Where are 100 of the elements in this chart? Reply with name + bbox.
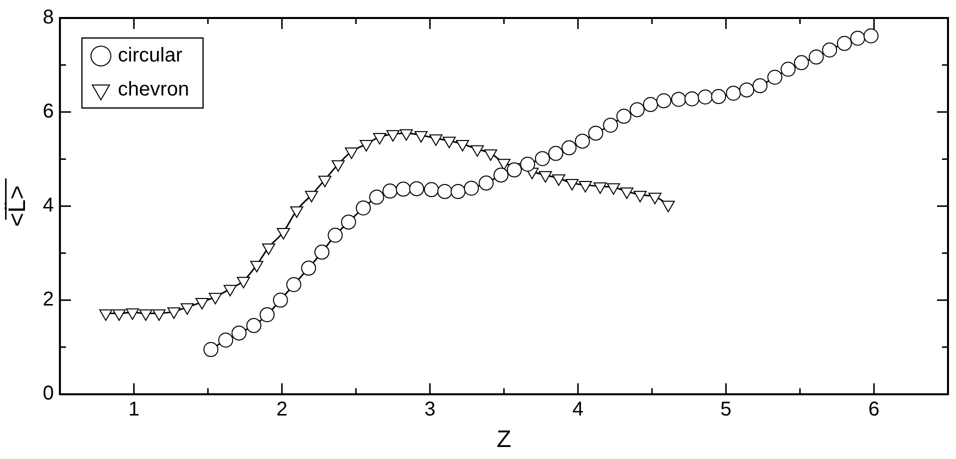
x-tick-label: 6 <box>868 398 880 421</box>
point <box>318 176 332 188</box>
point <box>112 309 126 321</box>
x-tick-label: 5 <box>720 398 732 421</box>
point <box>409 181 424 196</box>
point <box>603 118 618 133</box>
point <box>616 108 632 124</box>
point <box>396 182 411 197</box>
point <box>437 184 452 200</box>
point <box>344 148 358 160</box>
point <box>562 140 577 156</box>
y-axis-title: <̅L̈̅>̅ <box>4 178 32 227</box>
point <box>332 160 345 172</box>
point <box>850 30 866 46</box>
point <box>497 158 511 170</box>
point <box>286 277 302 292</box>
point <box>606 183 620 195</box>
point <box>208 292 222 304</box>
point <box>538 171 552 183</box>
point <box>578 180 592 192</box>
legend-label: circular <box>118 44 183 67</box>
point <box>780 62 796 77</box>
point <box>442 136 456 148</box>
point <box>484 149 498 161</box>
point <box>99 309 112 321</box>
point <box>808 50 824 65</box>
y-tick-label: 8 <box>42 6 54 29</box>
point <box>711 89 726 104</box>
point <box>684 91 700 106</box>
point <box>328 228 343 243</box>
point <box>369 190 384 205</box>
point <box>794 55 809 70</box>
point <box>360 140 373 152</box>
point <box>534 151 550 166</box>
x-axis-title: Z <box>496 426 512 454</box>
point <box>864 28 879 44</box>
point <box>552 174 566 186</box>
point <box>594 182 607 194</box>
point <box>478 176 494 191</box>
point <box>250 260 264 272</box>
point <box>152 309 166 321</box>
point <box>470 145 484 157</box>
point <box>301 260 316 276</box>
legend-label: chevron <box>118 78 190 101</box>
point <box>386 130 400 142</box>
point <box>414 131 428 143</box>
point <box>236 276 250 288</box>
point <box>642 97 658 112</box>
point <box>246 318 262 334</box>
point <box>356 200 371 216</box>
point <box>276 228 290 240</box>
point <box>126 308 140 320</box>
y-tick-label: 6 <box>42 100 54 123</box>
point <box>218 332 234 348</box>
point <box>620 188 634 200</box>
point <box>224 284 237 296</box>
point <box>341 214 356 230</box>
point <box>429 134 442 146</box>
point <box>450 184 466 200</box>
point <box>382 184 398 199</box>
point <box>260 307 275 322</box>
point <box>548 146 564 161</box>
point <box>726 86 741 101</box>
point <box>180 303 194 315</box>
point <box>464 180 479 196</box>
point <box>822 42 838 58</box>
point <box>195 298 209 310</box>
point <box>272 292 288 308</box>
point <box>565 179 579 191</box>
point <box>494 168 508 183</box>
x-tick-label: 4 <box>572 398 584 421</box>
point <box>139 309 152 321</box>
point <box>656 93 672 108</box>
x-tick-label: 2 <box>276 398 288 421</box>
point <box>456 140 470 152</box>
point <box>290 206 304 218</box>
point <box>232 326 247 341</box>
point <box>520 156 536 172</box>
point <box>424 182 439 198</box>
point <box>167 307 180 319</box>
point <box>739 82 754 98</box>
point <box>314 244 330 260</box>
point <box>698 90 713 104</box>
point <box>630 102 645 118</box>
x-tick-label: 3 <box>424 398 436 421</box>
point <box>648 192 662 204</box>
point <box>662 200 675 212</box>
point <box>262 243 276 255</box>
point <box>671 92 686 107</box>
x-tick-label: 1 <box>128 398 140 421</box>
y-tick-label: 4 <box>42 194 54 217</box>
point <box>836 36 852 51</box>
point <box>574 134 590 149</box>
point <box>634 190 647 202</box>
point <box>588 126 604 141</box>
y-tick-label: 0 <box>42 382 54 405</box>
point <box>203 342 218 358</box>
point <box>506 162 522 178</box>
point <box>752 78 768 94</box>
point <box>373 132 386 144</box>
